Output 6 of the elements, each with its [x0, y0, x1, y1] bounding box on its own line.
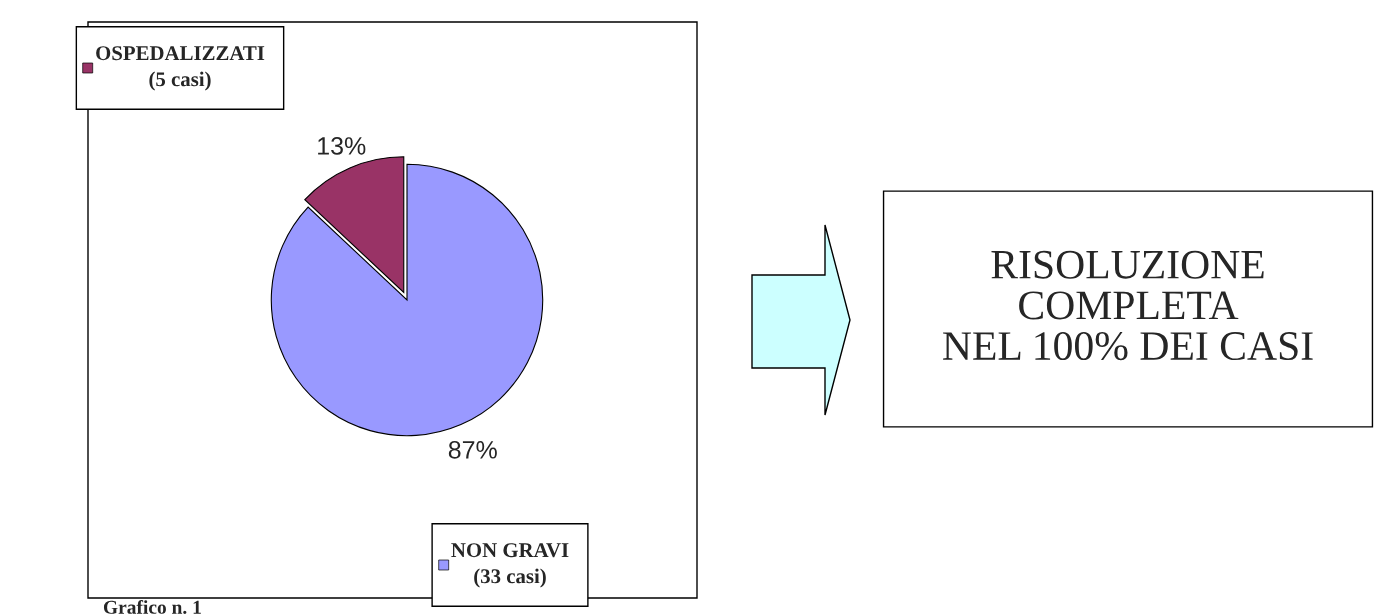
data-label: 87%	[448, 440, 497, 459]
data-label: 13%	[318, 137, 366, 155]
text: Grafico n. 1	[103, 599, 201, 614]
legend-label: OSPEDALIZZATI (5 casi)	[96, 46, 265, 91]
text: RISOLUZIONE COMPLETA NEL 100% DEI CASI	[943, 250, 1313, 361]
legend-label: NON GRAVI (33 casi)	[451, 543, 569, 588]
